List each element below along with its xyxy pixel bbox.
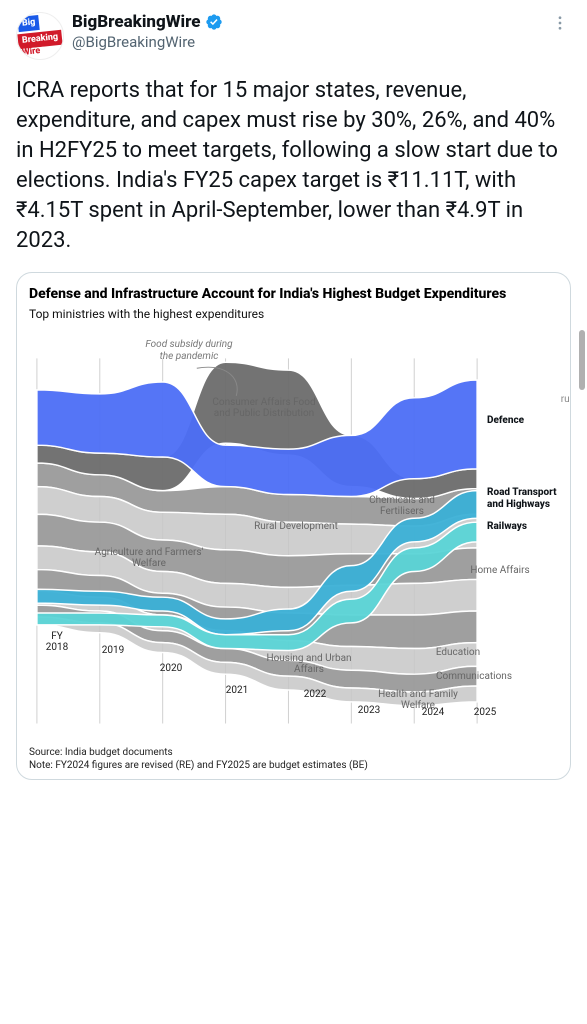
year-label: 2019 xyxy=(89,645,137,656)
stream-label: Communications xyxy=(419,671,529,682)
avatar-line3: Wire xyxy=(17,46,44,58)
scrollbar-thumb[interactable] xyxy=(579,330,585,390)
chart-subtitle: Top ministries with the highest expendit… xyxy=(29,307,562,321)
series-value: 2.2 xyxy=(545,571,571,582)
display-name: BigBreakingWire xyxy=(72,12,201,32)
embedded-card[interactable]: Defense and Infrastructure Account for I… xyxy=(16,272,571,780)
stream-label: Agriculture and Farmers' Welfare xyxy=(94,547,204,569)
year-label: FY2018 xyxy=(33,631,81,653)
avatar-line2: Breaking xyxy=(17,29,63,49)
avatar[interactable]: Big Breaking Wire xyxy=(16,12,64,60)
year-label: 2021 xyxy=(213,685,261,696)
more-menu-button[interactable] xyxy=(549,12,571,34)
stream-label: Home Affairs xyxy=(445,565,555,576)
more-icon xyxy=(551,14,569,32)
tweet-body: ICRA reports that for 15 major states, r… xyxy=(16,76,571,256)
series-value: 2.6 xyxy=(545,523,571,534)
series-value: 6.2T rupees xyxy=(545,383,571,405)
year-label: 2022 xyxy=(291,689,339,700)
stream-label: Chemicals and Fertilisers xyxy=(347,495,457,517)
series-value: 0.9 xyxy=(545,689,571,700)
avatar-line1: Big xyxy=(17,14,40,31)
series-value: 0.8 xyxy=(545,703,571,714)
chart-title: Defense and Infrastructure Account for I… xyxy=(29,285,562,303)
stream-label: Education xyxy=(403,647,513,658)
verified-icon xyxy=(205,13,223,31)
chart-source: Source: India budget documents xyxy=(29,747,562,758)
tweet: Big Breaking Wire BigBreakingWire @BigBr… xyxy=(0,0,587,792)
series-value: 2.8 xyxy=(545,491,571,502)
year-label: 2023 xyxy=(345,705,393,716)
author-block[interactable]: BigBreakingWire @BigBreakingWire xyxy=(72,12,541,51)
series-value: 1.2 xyxy=(545,675,571,686)
year-label: 2025 xyxy=(461,707,509,718)
year-label: 2024 xyxy=(409,707,457,718)
series-value: 1.4 xyxy=(545,643,571,654)
series-value: 1.3 xyxy=(545,659,571,670)
annotation-food-subsidy: Food subsidy during the pandemic xyxy=(139,339,239,363)
series-value: 1.7 xyxy=(545,621,571,632)
year-label: 2020 xyxy=(147,663,195,674)
stream-label: Housing and Urban Affairs xyxy=(254,653,364,675)
series-value: 2.2 xyxy=(545,549,571,560)
stream-label: Rural Development xyxy=(241,521,351,532)
chart-area: Food subsidy during the pandemic Consumer… xyxy=(29,331,562,741)
chart-note: Note: FY2024 figures are revised (RE) an… xyxy=(29,760,562,771)
stream-label: Consumer Affairs Food and Public Distrib… xyxy=(209,397,319,419)
series-label: Defence xyxy=(487,415,557,427)
verified-badge-icon xyxy=(205,13,223,31)
series-value: 1.8 xyxy=(545,599,571,610)
tweet-header: Big Breaking Wire BigBreakingWire @BigBr… xyxy=(16,12,571,60)
handle: @BigBreakingWire xyxy=(72,33,541,51)
